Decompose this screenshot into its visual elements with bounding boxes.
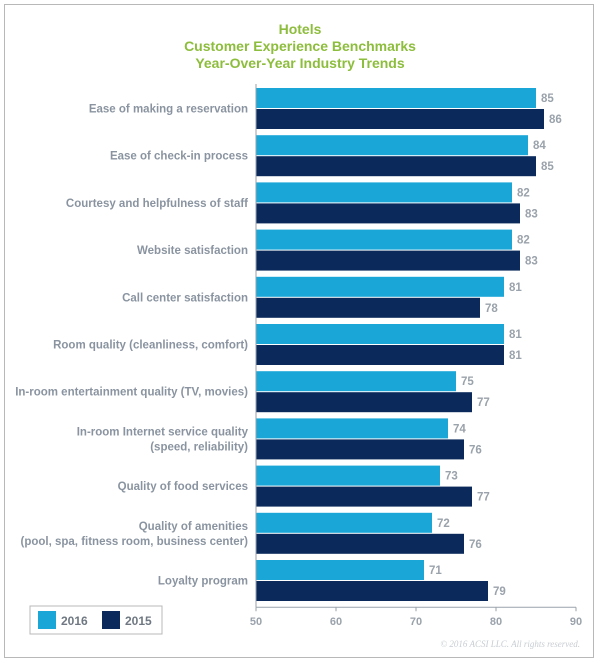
legend-swatch-2016: [38, 611, 56, 629]
category-label: Quality of food services: [118, 481, 248, 493]
legend: 2016 2015: [29, 605, 163, 635]
bar-2015: [256, 156, 536, 177]
x-tick-label: 50: [250, 616, 262, 628]
bar-2016: [256, 229, 512, 250]
category-label: Call center satisfaction: [122, 292, 248, 304]
bar-2015: [256, 392, 472, 413]
chart-title-line-3: Year-Over-Year Industry Trends: [195, 55, 405, 71]
category-label: Courtesy and helpfulness of staff: [66, 198, 248, 210]
x-tick-label: 90: [570, 616, 582, 628]
bar-2015: [256, 345, 504, 365]
value-label-2015: 77: [477, 492, 490, 504]
x-tick-label: 80: [490, 616, 502, 628]
value-label-2016: 81: [509, 329, 522, 341]
bars: [256, 88, 544, 601]
value-labels: 8586848582838283817881817577747673777276…: [429, 93, 562, 598]
category-label: In-room Internet service quality: [77, 426, 249, 438]
category-label: Room quality (cleanliness, comfort): [53, 340, 248, 352]
category-labels: Ease of making a reservation Ease of chec…: [15, 104, 248, 588]
value-label-2015: 76: [469, 444, 482, 456]
bar-2016: [256, 560, 424, 580]
category-label: (pool, spa, fitness room, business cente…: [21, 536, 249, 548]
category-label: In-room entertainment quality (TV, movie…: [15, 387, 248, 399]
value-label-2016: 85: [541, 93, 554, 105]
value-label-2016: 74: [453, 423, 466, 435]
bar-2015: [256, 250, 520, 271]
bar-2015: [256, 533, 464, 554]
bar-2015: [256, 109, 544, 129]
category-label: (speed, reliability): [150, 441, 248, 453]
value-label-2015: 81: [509, 350, 522, 362]
category-label: Ease of making a reservation: [89, 104, 248, 116]
bar-2015: [256, 297, 480, 318]
bar-2016: [256, 276, 504, 297]
x-tick-label: 60: [330, 616, 342, 628]
value-label-2015: 83: [525, 256, 538, 268]
value-label-2016: 82: [517, 235, 530, 247]
bar-2016: [256, 465, 440, 486]
value-label-2016: 75: [461, 376, 474, 388]
legend-label-2015: 2015: [125, 614, 152, 628]
x-axis: 50 60 70 80 90: [250, 84, 582, 628]
bar-2015: [256, 439, 464, 460]
bar-2016: [256, 182, 512, 203]
value-label-2016: 71: [429, 565, 442, 577]
chart-title-line-2: Customer Experience Benchmarks: [184, 38, 416, 54]
copyright-notice: © 2016 ACSI LLC. All rights reserved.: [440, 639, 580, 649]
bar-2016: [256, 371, 456, 392]
value-label-2015: 77: [477, 397, 490, 409]
category-label: Loyalty program: [158, 576, 248, 588]
value-label-2015: 79: [493, 586, 506, 598]
bar-2016: [256, 418, 448, 439]
bar-2015: [256, 203, 520, 224]
x-tick-label: 70: [410, 616, 422, 628]
value-label-2016: 82: [517, 187, 530, 199]
value-label-2016: 84: [533, 140, 546, 152]
value-label-2016: 72: [437, 518, 450, 530]
bar-2015: [256, 486, 472, 507]
value-label-2016: 73: [445, 471, 458, 483]
legend-swatch-2015: [102, 611, 120, 629]
chart-title-line-1: Hotels: [279, 21, 322, 37]
bar-2016: [256, 512, 432, 533]
bar-2016: [256, 324, 504, 344]
category-label: Quality of amenities: [139, 521, 248, 533]
legend-label-2016: 2016: [61, 614, 88, 628]
bar-2016: [256, 88, 536, 108]
value-label-2015: 83: [525, 208, 538, 220]
value-label-2015: 85: [541, 161, 554, 173]
value-label-2015: 76: [469, 539, 482, 551]
category-label: Ease of check-in process: [110, 151, 248, 163]
value-label-2015: 86: [549, 114, 562, 126]
value-label-2016: 81: [509, 282, 522, 294]
bar-2016: [256, 135, 528, 156]
value-label-2015: 78: [485, 303, 498, 315]
category-label: Website satisfaction: [137, 245, 248, 257]
bar-2015: [256, 581, 488, 601]
